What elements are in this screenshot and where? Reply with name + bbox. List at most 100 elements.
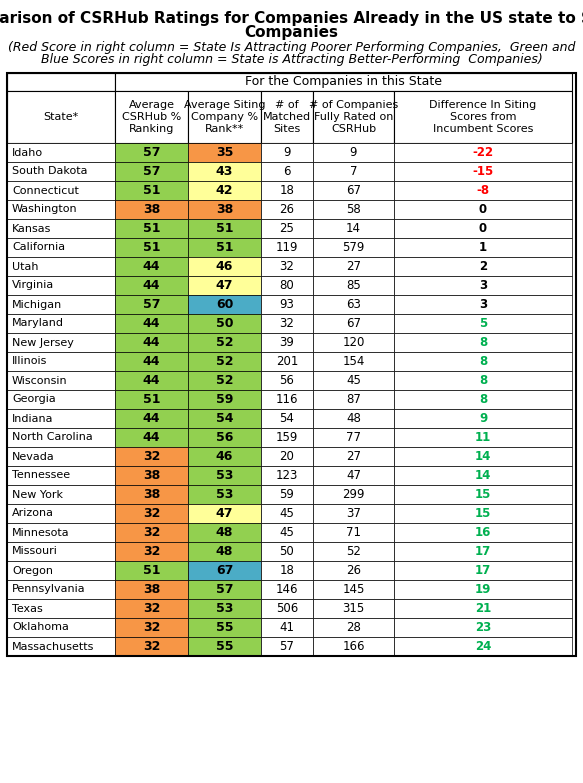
Text: 9: 9 <box>283 146 291 159</box>
Bar <box>261 637 313 656</box>
Text: 47: 47 <box>216 279 233 292</box>
Bar <box>188 390 261 409</box>
Text: 44: 44 <box>143 412 160 425</box>
Bar <box>7 73 115 91</box>
Bar <box>394 390 572 409</box>
Text: Washington: Washington <box>12 204 78 215</box>
Text: Oklahoma: Oklahoma <box>12 622 69 633</box>
Text: 14: 14 <box>475 469 491 482</box>
Bar <box>115 238 188 257</box>
Bar <box>261 523 313 542</box>
Text: 54: 54 <box>216 412 233 425</box>
Bar <box>313 181 394 200</box>
Text: State*: State* <box>43 112 79 122</box>
Bar <box>261 219 313 238</box>
Text: 24: 24 <box>475 640 491 653</box>
Text: 11: 11 <box>475 431 491 444</box>
Text: 23: 23 <box>475 621 491 634</box>
Text: Average
CSRHub %
Ranking: Average CSRHub % Ranking <box>122 100 181 134</box>
Text: 71: 71 <box>346 526 361 539</box>
Bar <box>261 352 313 371</box>
Text: 50: 50 <box>280 545 294 558</box>
Bar <box>115 91 188 143</box>
Text: 17: 17 <box>475 564 491 577</box>
Text: 5: 5 <box>479 317 487 330</box>
Bar <box>7 409 115 428</box>
Bar <box>115 542 188 561</box>
Bar <box>313 333 394 352</box>
Text: 9: 9 <box>479 412 487 425</box>
Bar <box>261 200 313 219</box>
Bar <box>188 200 261 219</box>
Bar <box>394 504 572 523</box>
Bar <box>115 504 188 523</box>
Text: 16: 16 <box>475 526 491 539</box>
Text: New York: New York <box>12 489 63 500</box>
Bar <box>188 143 261 162</box>
Bar <box>7 333 115 352</box>
Text: 7: 7 <box>350 165 357 178</box>
Bar <box>261 257 313 276</box>
Bar <box>115 618 188 637</box>
Text: -8: -8 <box>476 184 490 197</box>
Text: 47: 47 <box>216 507 233 520</box>
Bar <box>188 314 261 333</box>
Text: 38: 38 <box>216 203 233 216</box>
Text: 59: 59 <box>216 393 233 406</box>
Bar <box>261 409 313 428</box>
Text: 44: 44 <box>143 317 160 330</box>
Text: 32: 32 <box>143 640 160 653</box>
Bar <box>188 181 261 200</box>
Bar <box>7 276 115 295</box>
Text: 51: 51 <box>216 241 233 254</box>
Text: 32: 32 <box>280 317 294 330</box>
Text: 119: 119 <box>276 241 298 254</box>
Text: 44: 44 <box>143 374 160 387</box>
Bar <box>313 295 394 314</box>
Text: Indiana: Indiana <box>12 413 54 424</box>
Text: 51: 51 <box>143 393 160 406</box>
Bar <box>115 371 188 390</box>
Text: North Carolina: North Carolina <box>12 432 93 442</box>
Bar <box>188 561 261 580</box>
Bar <box>394 371 572 390</box>
Text: 38: 38 <box>143 583 160 596</box>
Text: 8: 8 <box>479 393 487 406</box>
Text: 53: 53 <box>216 469 233 482</box>
Text: 50: 50 <box>216 317 233 330</box>
Text: 55: 55 <box>216 621 233 634</box>
Text: 35: 35 <box>216 146 233 159</box>
Text: 77: 77 <box>346 431 361 444</box>
Text: 28: 28 <box>346 621 361 634</box>
Text: 20: 20 <box>280 450 294 463</box>
Bar <box>188 352 261 371</box>
Text: Michigan: Michigan <box>12 300 62 309</box>
Text: 46: 46 <box>216 450 233 463</box>
Bar <box>7 485 115 504</box>
Text: 59: 59 <box>280 488 294 501</box>
Bar <box>7 295 115 314</box>
Text: 51: 51 <box>216 222 233 235</box>
Bar <box>7 618 115 637</box>
Bar <box>313 447 394 466</box>
Bar <box>394 295 572 314</box>
Bar <box>188 162 261 181</box>
Text: 80: 80 <box>280 279 294 292</box>
Text: 159: 159 <box>276 431 298 444</box>
Text: 67: 67 <box>346 184 361 197</box>
Text: 39: 39 <box>280 336 294 349</box>
Bar <box>115 352 188 371</box>
Bar <box>7 314 115 333</box>
Text: 15: 15 <box>475 507 491 520</box>
Text: 1: 1 <box>479 241 487 254</box>
Text: 27: 27 <box>346 260 361 273</box>
Text: Comparison of CSRHub Ratings for Companies Already in the US state to Siting: Comparison of CSRHub Ratings for Compani… <box>0 10 583 26</box>
Bar <box>7 181 115 200</box>
Text: # of Companies
Fully Rated on
CSRHub: # of Companies Fully Rated on CSRHub <box>309 100 398 134</box>
Bar <box>115 73 572 91</box>
Bar <box>313 276 394 295</box>
Text: Texas: Texas <box>12 604 43 614</box>
Bar <box>115 162 188 181</box>
Text: 48: 48 <box>346 412 361 425</box>
Text: 57: 57 <box>143 298 160 311</box>
